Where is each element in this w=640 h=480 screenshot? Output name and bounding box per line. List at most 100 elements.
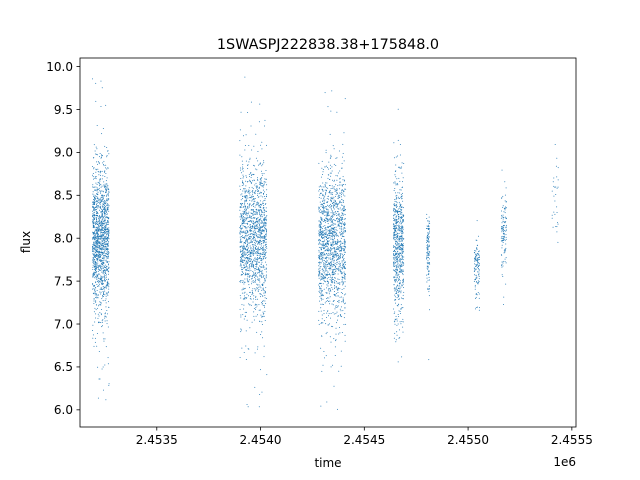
- data-point: [395, 262, 397, 264]
- data-point: [244, 213, 246, 215]
- data-point: [246, 200, 248, 202]
- data-point: [101, 155, 103, 157]
- data-point: [398, 310, 400, 312]
- data-point: [334, 219, 336, 221]
- data-point: [343, 317, 345, 319]
- data-point: [247, 280, 249, 282]
- data-point: [265, 195, 267, 197]
- data-point: [103, 223, 105, 225]
- data-point: [337, 208, 339, 210]
- data-point: [255, 182, 257, 184]
- data-point: [332, 240, 334, 242]
- data-point: [344, 243, 346, 245]
- data-point: [332, 257, 334, 259]
- data-point: [397, 155, 399, 157]
- data-point: [246, 279, 248, 281]
- data-point: [93, 217, 95, 219]
- data-point: [342, 221, 344, 223]
- data-point: [400, 228, 402, 230]
- data-point: [323, 209, 325, 211]
- data-point: [321, 254, 323, 256]
- data-point: [397, 184, 399, 186]
- data-point: [258, 265, 260, 267]
- data-point: [396, 212, 398, 214]
- data-point: [397, 236, 399, 238]
- data-point: [325, 220, 327, 222]
- data-point: [342, 283, 344, 285]
- data-point: [108, 221, 110, 223]
- data-point: [401, 211, 403, 213]
- data-point: [253, 315, 255, 317]
- data-point: [100, 283, 102, 285]
- data-point: [428, 252, 430, 254]
- data-point: [104, 275, 106, 277]
- data-point: [251, 196, 253, 198]
- data-point: [393, 214, 395, 216]
- data-point: [399, 266, 401, 268]
- data-point: [100, 238, 102, 240]
- data-point: [344, 264, 346, 266]
- data-point: [247, 168, 249, 170]
- data-point: [253, 275, 255, 277]
- data-point: [325, 193, 327, 195]
- data-point: [242, 255, 244, 257]
- data-point: [248, 303, 250, 305]
- data-point: [319, 223, 321, 225]
- data-point: [324, 184, 326, 186]
- data-point: [260, 259, 262, 261]
- data-point: [239, 140, 241, 142]
- data-point: [340, 242, 342, 244]
- data-point: [325, 237, 327, 239]
- data-point: [93, 288, 95, 290]
- data-point: [341, 228, 343, 230]
- data-point: [99, 260, 101, 262]
- data-point: [398, 294, 400, 296]
- data-point: [101, 199, 103, 201]
- data-point: [341, 189, 343, 191]
- data-point: [342, 250, 344, 252]
- data-point: [97, 204, 99, 206]
- data-point: [325, 217, 327, 219]
- data-point: [426, 239, 428, 241]
- data-point: [105, 164, 107, 166]
- data-point: [98, 283, 100, 285]
- data-point: [322, 169, 324, 171]
- data-point: [103, 241, 105, 243]
- data-point: [340, 271, 342, 273]
- data-point: [261, 226, 263, 228]
- data-point: [335, 313, 337, 315]
- data-point: [341, 296, 343, 298]
- data-point: [394, 230, 396, 232]
- data-point: [334, 256, 336, 258]
- data-point: [259, 275, 261, 277]
- data-point: [92, 253, 94, 255]
- data-point: [98, 187, 100, 189]
- data-point: [252, 281, 254, 283]
- data-point: [261, 232, 263, 234]
- data-point: [255, 204, 257, 206]
- data-point: [262, 275, 264, 277]
- data-point: [333, 239, 335, 241]
- data-point: [332, 221, 334, 223]
- data-point: [395, 299, 397, 301]
- data-point: [243, 217, 245, 219]
- data-point: [343, 206, 345, 208]
- data-point: [239, 185, 241, 187]
- data-point: [396, 259, 398, 261]
- data-point: [399, 180, 401, 182]
- data-point: [103, 244, 105, 246]
- data-point: [321, 160, 323, 162]
- data-point: [401, 205, 403, 207]
- data-point: [320, 262, 322, 263]
- data-point: [335, 223, 337, 225]
- data-point: [107, 240, 109, 242]
- data-point: [105, 306, 107, 308]
- data-point: [478, 251, 480, 253]
- data-point: [93, 300, 95, 302]
- data-point: [325, 214, 327, 216]
- data-point: [257, 248, 259, 250]
- data-point: [95, 277, 97, 279]
- data-point: [262, 288, 264, 290]
- data-point: [341, 190, 343, 192]
- data-point: [241, 252, 243, 254]
